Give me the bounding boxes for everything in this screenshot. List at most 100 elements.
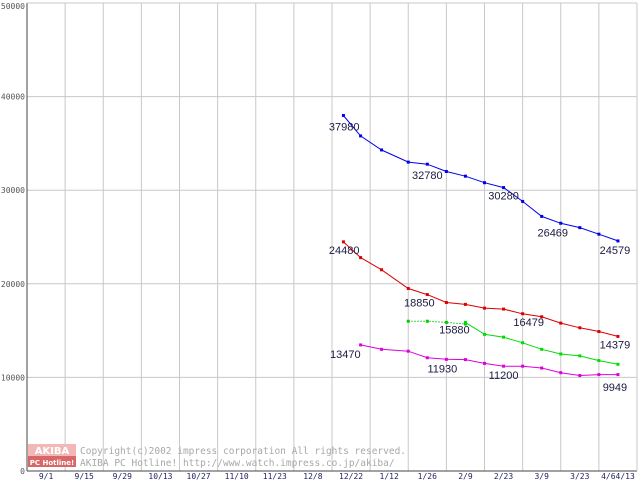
logo-bottom-text: PC Hotline! [30,459,74,467]
data-point-magenta [444,357,448,361]
data-point-red [616,334,620,338]
data-label: 30280 [488,191,519,203]
x-tick-label: 2/9 [458,472,473,480]
y-tick-label: 30000 [1,186,25,195]
data-point-blue [521,199,525,203]
x-tick-label: 3/9 [534,472,549,480]
data-point-green [502,335,506,339]
data-label: 16479 [513,317,544,329]
data-point-blue [444,169,448,173]
data-point-red [540,315,544,319]
data-point-red [380,268,384,272]
data-point-green [483,332,486,336]
data-point-blue [597,232,601,236]
data-point-green-dotted [444,320,448,324]
data-point-red [483,306,486,310]
x-tick-label: 9/29 [113,472,132,480]
data-point-magenta [597,373,601,377]
data-point-green [540,347,544,351]
y-tick-label: 10000 [1,373,25,382]
footer-logo: AKIBA PC Hotline! [28,444,76,467]
data-point-green [597,359,601,363]
data-point-red [341,240,345,244]
data-label: 14379 [600,339,631,351]
series-line-magenta [360,344,618,377]
x-tick-label: 2/23 [494,472,513,480]
data-point-red [559,321,563,325]
logo-bottom-bg [28,456,76,467]
data-point-green [559,352,563,356]
y-tick-label: 40000 [1,93,25,102]
data-point-magenta [540,366,544,370]
data-point-blue [463,174,467,178]
x-tick-label: 4/64/13 [601,472,635,480]
grid-lines [27,2,637,471]
copyright-line-2: AKIBA PC Hotline! http://www.watch.impre… [80,458,395,469]
data-point-magenta [359,343,363,347]
data-point-magenta [502,364,506,368]
data-label: 32780 [412,170,443,182]
data-label: 24480 [329,245,360,257]
data-point-blue [502,186,506,190]
x-tick-label: 10/27 [187,472,211,480]
x-tick-labels: 9/1 9/15 9/29 10/13 10/27 11/10 11/23 12/8 12/22… [39,472,635,480]
data-labels: 37980 32780 30280 26469 24579 24480 18850 15880… [329,122,630,394]
data-point-blue [380,148,384,152]
data-label: 15880 [439,324,470,336]
copyright-line-1: Copyright(c)2002 impress corporation All… [80,446,406,457]
x-tick-label: 9/1 [39,472,54,480]
data-point-magenta [483,361,486,365]
data-point-magenta [578,374,582,378]
data-point-blue [483,181,486,185]
logo-top-bg [28,444,76,456]
data-point-magenta [406,349,410,353]
y-tick-label: 0 [20,467,25,476]
data-point-magenta [521,364,525,368]
data-point-magenta [425,356,429,360]
data-label: 13470 [330,349,361,361]
data-label: 24579 [600,245,631,257]
data-point-magenta [616,373,620,377]
data-point-blue [616,239,620,243]
data-point-green [521,341,525,345]
series-line-green-dotted [408,320,466,325]
data-label: 11200 [489,370,519,382]
data-point-blue [425,162,429,166]
data-label: 37980 [329,122,360,134]
data-label: 11930 [427,363,457,375]
y-tick-label: 20000 [1,280,25,289]
x-tick-label: 11/10 [225,472,249,480]
data-point-blue [359,134,363,138]
data-label: 26469 [537,227,568,239]
x-tick-label: 12/22 [339,472,363,480]
data-point-blue [406,160,410,164]
data-point-blue [341,114,345,118]
data-point-magenta [380,347,384,351]
data-point-red [502,307,506,311]
data-point-green [463,320,467,324]
data-point-blue [559,221,563,225]
x-tick-label: 10/13 [148,472,172,480]
data-point-red [444,301,448,305]
x-tick-label: 1/12 [380,472,399,480]
data-point-red [521,312,525,316]
data-point-green [578,354,582,358]
x-tick-label: 3/23 [570,472,589,480]
data-point-green-dotted [406,319,410,323]
x-tick-label: 9/15 [75,472,94,480]
data-point-blue [578,226,582,230]
x-tick-label: 1/26 [418,472,437,480]
data-point-red [597,330,601,334]
data-label: 9949 [603,382,627,394]
data-point-red [578,326,582,330]
data-point-blue [540,214,544,218]
data-point-red [463,302,467,306]
logo-top-text: AKIBA [35,446,70,457]
data-label: 18850 [404,298,435,310]
data-point-magenta [559,371,563,375]
data-point-green-dotted [425,319,429,323]
data-point-red [425,293,429,297]
